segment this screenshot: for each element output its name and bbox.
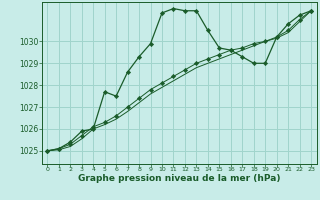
X-axis label: Graphe pression niveau de la mer (hPa): Graphe pression niveau de la mer (hPa) (78, 174, 280, 183)
